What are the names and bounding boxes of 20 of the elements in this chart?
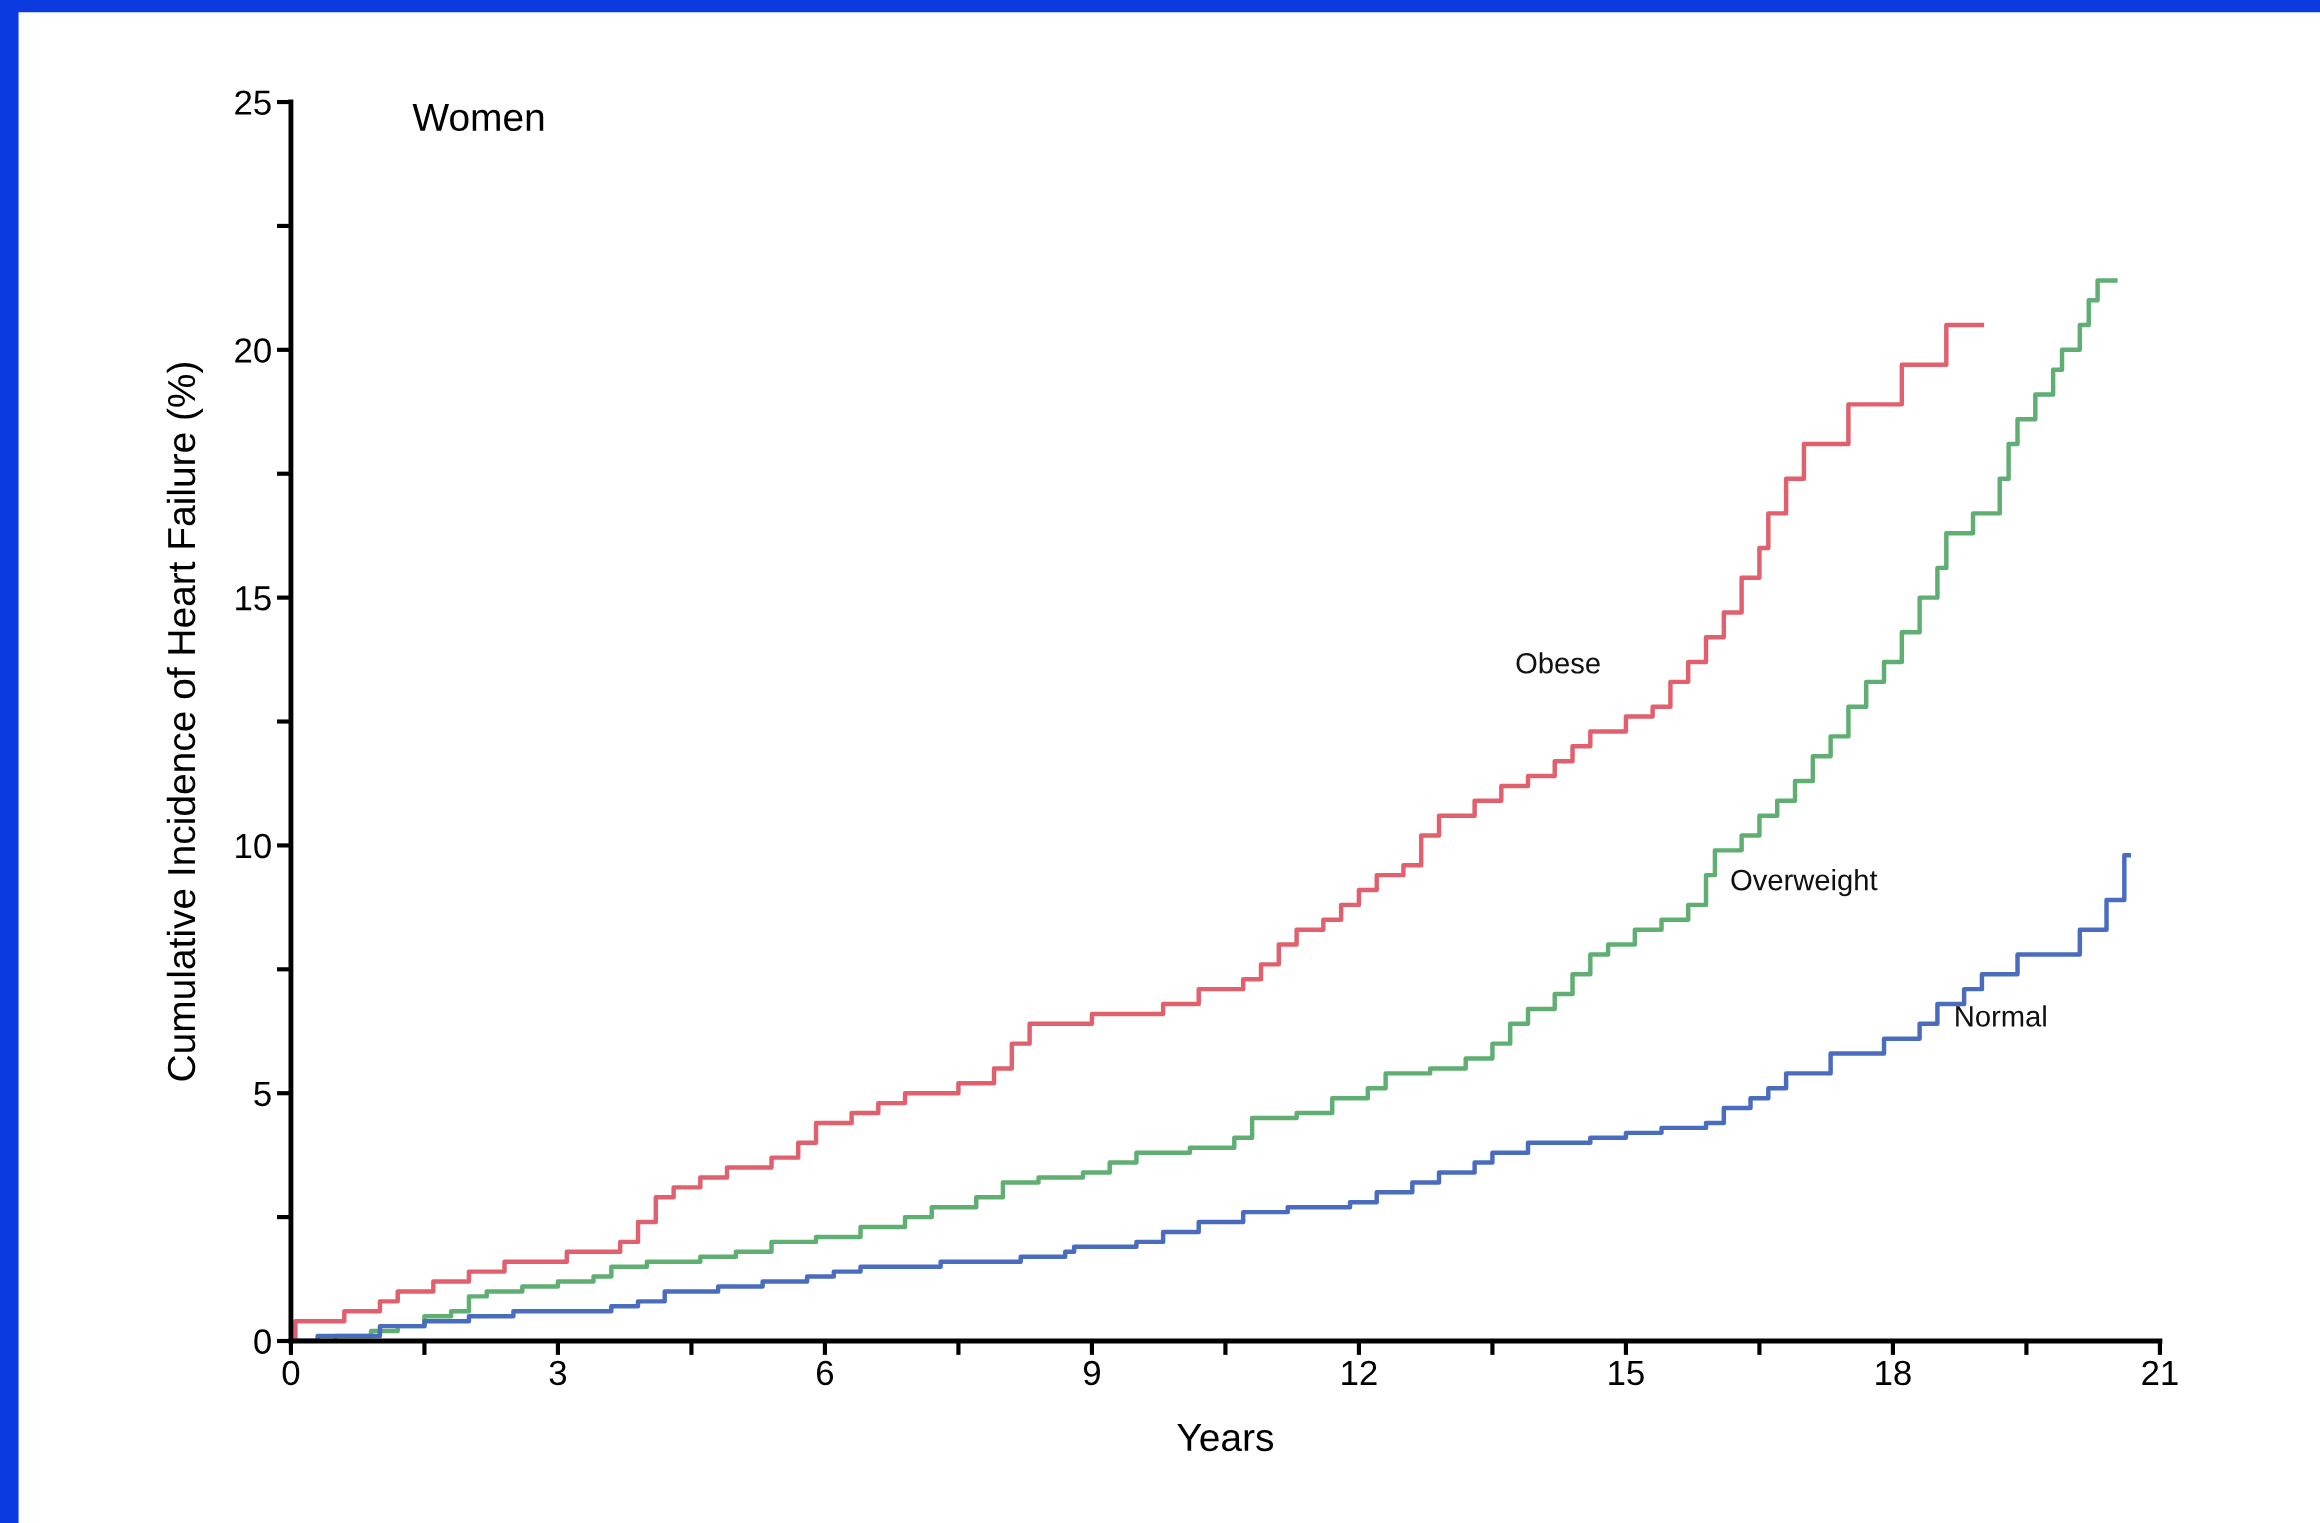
- annotation: Women: [412, 103, 544, 132]
- x-tick-label: 6: [817, 1360, 834, 1386]
- x-tick-label: 21: [2142, 1360, 2178, 1385]
- y-tick-label: 10: [236, 833, 271, 859]
- y-tick-label: 25: [235, 90, 271, 115]
- x-axis-title: Years: [1177, 1424, 1274, 1452]
- x-tick-label: 9: [1083, 1360, 1100, 1386]
- y-tick-label: 20: [235, 338, 271, 363]
- y-tick-label: 15: [236, 586, 271, 611]
- x-tick-label: 3: [549, 1360, 567, 1386]
- x-tick-label: 15: [1609, 1361, 1644, 1386]
- series-label: Obese: [1516, 652, 1600, 674]
- series-label: Overweight: [1731, 868, 1878, 897]
- y-tick-label: 5: [254, 1081, 271, 1107]
- x-tick-label: 12: [1342, 1360, 1377, 1385]
- x-tick-label: 0: [282, 1360, 300, 1386]
- x-tick-label: 18: [1876, 1360, 1911, 1386]
- y-tick-label: 0: [254, 1329, 271, 1354]
- series-label: Normal: [1956, 1005, 2046, 1027]
- y-axis-title: Cumulative Incidence of Heart Failure (%): [166, 362, 203, 1081]
